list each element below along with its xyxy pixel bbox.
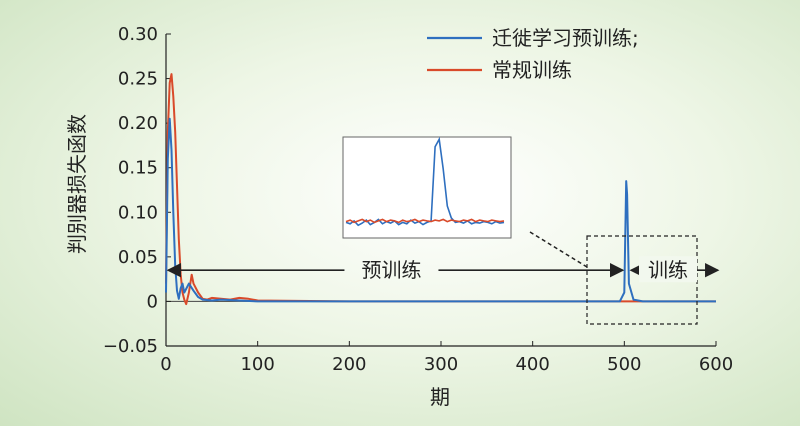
inset-layer xyxy=(342,136,512,239)
annotation-layer: 预训练 训练 xyxy=(166,231,720,325)
inset-line-blue xyxy=(345,136,505,227)
x-tick-label: 400 xyxy=(515,354,549,375)
y-axis-label: 判别器损失函数 xyxy=(65,114,89,254)
y-tick-label: 0.05 xyxy=(118,247,158,268)
y-tick-label: 0.30 xyxy=(118,24,158,45)
series-line-0 xyxy=(165,117,716,303)
y-tick-label: 0.15 xyxy=(118,158,158,179)
pretrain-label: 预训练 xyxy=(361,258,421,282)
x-tick-label: 500 xyxy=(607,354,641,375)
legend: 迁徙学习预训练; 常规训练 xyxy=(427,26,639,82)
inset-line-red xyxy=(345,218,505,224)
x-tick-label: 100 xyxy=(240,354,274,375)
x-tick-label: 300 xyxy=(424,354,458,375)
x-axis-label: 期 xyxy=(430,385,450,409)
train-label: 训练 xyxy=(648,258,688,282)
y-tick-label: 0.10 xyxy=(118,202,158,223)
legend-label-0: 迁徙学习预训练; xyxy=(492,26,639,50)
series-layer xyxy=(165,73,716,306)
y-tick-label: 0.20 xyxy=(118,113,158,134)
x-tick-label: 0 xyxy=(160,354,171,375)
zoom-connector xyxy=(529,231,588,268)
train-label-bg xyxy=(639,256,697,283)
y-tick-label: 0 xyxy=(147,291,158,312)
legend-label-1: 常规训练 xyxy=(492,58,572,82)
y-tick-label: 0.25 xyxy=(118,69,158,90)
x-tick-label: 200 xyxy=(332,354,366,375)
y-tick-label: −0.05 xyxy=(103,336,158,357)
x-tick-label: 600 xyxy=(699,354,733,375)
